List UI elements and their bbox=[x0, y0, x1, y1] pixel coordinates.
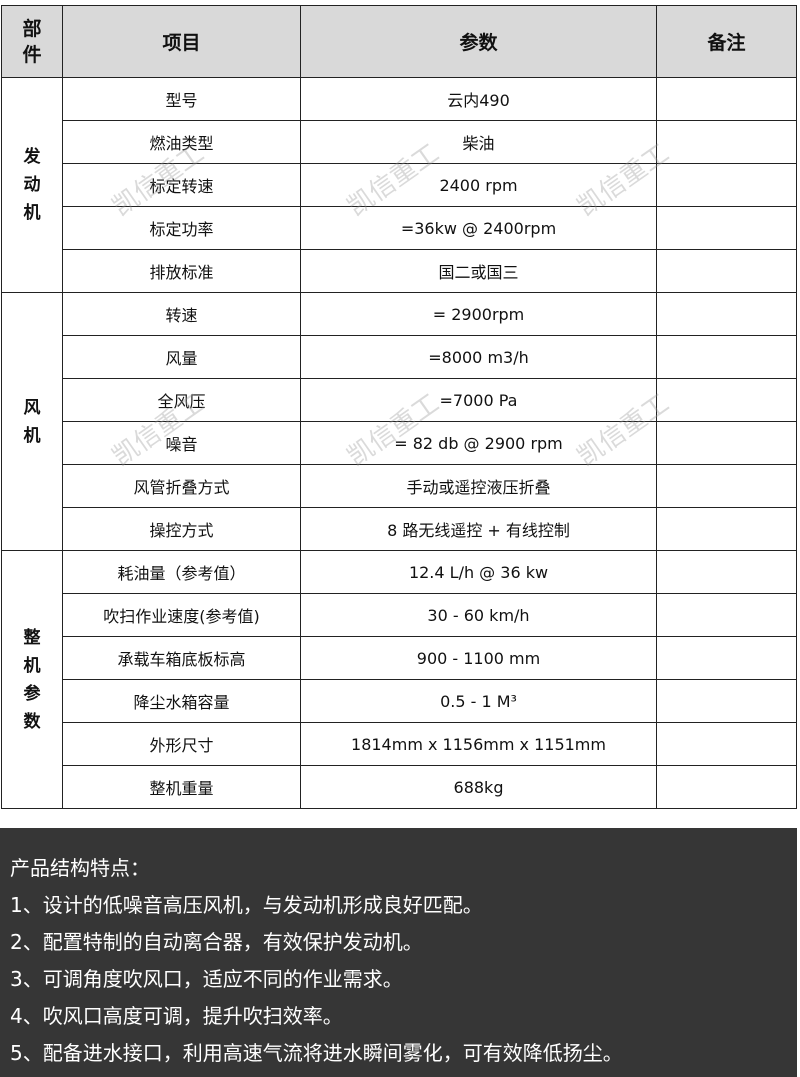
cell-param: 688kg bbox=[300, 765, 657, 809]
cell-note bbox=[656, 335, 797, 379]
cell-item: 噪音 bbox=[62, 421, 301, 465]
cell-note bbox=[656, 249, 797, 293]
group-label: 风机 bbox=[23, 397, 41, 446]
feature-item: 2、配置特制的自动离合器，有效保护发动机。 bbox=[10, 930, 423, 954]
cell-param: 1814mm x 1156mm x 1151mm bbox=[300, 722, 657, 766]
cell-param: 柴油 bbox=[300, 120, 657, 164]
cell-param: = 82 db @ 2900 rpm bbox=[300, 421, 657, 465]
cell-item: 耗油量（参考值） bbox=[62, 550, 301, 594]
cell-item: 降尘水箱容量 bbox=[62, 679, 301, 723]
cell-note bbox=[656, 292, 797, 336]
table-row: 整机参数 耗油量（参考值） 12.4 L/h @ 36 kw bbox=[1, 550, 797, 809]
cell-note bbox=[656, 120, 797, 164]
table-row: 风管折叠方式 手动或遥控液压折叠 bbox=[2, 464, 797, 508]
table-row: 承载车箱底板标高 900 - 1100 mm bbox=[2, 636, 797, 680]
table-row: 外形尺寸 1814mm x 1156mm x 1151mm bbox=[2, 722, 797, 766]
cell-item: 整机重量 bbox=[62, 765, 301, 809]
group-label: 整机参数 bbox=[23, 627, 41, 732]
table-row: 标定转速 2400 rpm bbox=[2, 163, 797, 207]
group-label: 发动机 bbox=[23, 147, 41, 223]
cell-note bbox=[656, 421, 797, 465]
cell-param: 900 - 1100 mm bbox=[300, 636, 657, 680]
feature-item: 4、吹风口高度可调，提升吹扫效率。 bbox=[10, 1004, 343, 1028]
product-features: 产品结构特点： 1、设计的低噪音高压风机，与发动机形成良好匹配。 2、配置特制的… bbox=[0, 828, 797, 1077]
cell-item: 转速 bbox=[62, 292, 301, 336]
features-title: 产品结构特点： bbox=[10, 856, 150, 880]
group-name: 发动机 bbox=[1, 77, 63, 293]
cell-param: =8000 m3/h bbox=[300, 335, 657, 379]
cell-note bbox=[656, 464, 797, 508]
cell-item: 操控方式 bbox=[62, 507, 301, 551]
table-row: 发动机 型号 云内490 bbox=[1, 77, 797, 293]
cell-param: 云内490 bbox=[300, 77, 657, 121]
cell-note bbox=[656, 636, 797, 680]
group-name: 风机 bbox=[1, 292, 63, 551]
cell-item: 风管折叠方式 bbox=[62, 464, 301, 508]
cell-note bbox=[656, 722, 797, 766]
cell-item: 标定功率 bbox=[62, 206, 301, 250]
header-param: 参数 bbox=[300, 5, 657, 78]
table-row: 风量 =8000 m3/h bbox=[2, 335, 797, 379]
cell-item: 吹扫作业速度(参考值) bbox=[62, 593, 301, 637]
cell-param: 30 - 60 km/h bbox=[300, 593, 657, 637]
spec-table: 部件 项目 参数 备注 发动机 型号 云内490 燃油类型 柴油 标定转速 2400 rpm… bbox=[1, 5, 797, 809]
feature-item: 3、可调角度吹风口，适应不同的作业需求。 bbox=[10, 967, 403, 991]
cell-item: 排放标准 bbox=[62, 249, 301, 293]
cell-item: 标定转速 bbox=[62, 163, 301, 207]
feature-item: 1、设计的低噪音高压风机，与发动机形成良好匹配。 bbox=[10, 893, 483, 917]
cell-param: = 2900rpm bbox=[300, 292, 657, 336]
table-row: 全风压 =7000 Pa bbox=[2, 378, 797, 422]
table-row: 排放标准 国二或国三 bbox=[2, 249, 797, 293]
cell-item: 全风压 bbox=[62, 378, 301, 422]
feature-item: 5、配备进水接口，利用高速气流将进水瞬间雾化，可有效降低扬尘。 bbox=[10, 1041, 623, 1065]
cell-param: 12.4 L/h @ 36 kw bbox=[300, 550, 657, 594]
table-row: 燃油类型 柴油 bbox=[2, 120, 797, 164]
cell-note bbox=[656, 206, 797, 250]
cell-note bbox=[656, 550, 797, 594]
header-note: 备注 bbox=[656, 5, 797, 78]
cell-item: 燃油类型 bbox=[62, 120, 301, 164]
group-name: 整机参数 bbox=[1, 550, 63, 809]
table-row: 降尘水箱容量 0.5 - 1 M³ bbox=[2, 679, 797, 723]
cell-note bbox=[656, 163, 797, 207]
cell-item: 风量 bbox=[62, 335, 301, 379]
table-header-row: 部件 项目 参数 备注 bbox=[1, 5, 797, 78]
table-row: 吹扫作业速度(参考值) 30 - 60 km/h bbox=[2, 593, 797, 637]
cell-param: 国二或国三 bbox=[300, 249, 657, 293]
header-part: 部件 bbox=[1, 5, 63, 78]
cell-item: 承载车箱底板标高 bbox=[62, 636, 301, 680]
cell-note bbox=[656, 765, 797, 809]
table-row: 噪音 = 82 db @ 2900 rpm bbox=[2, 421, 797, 465]
table-row: 操控方式 8 路无线遥控 + 有线控制 bbox=[2, 507, 797, 551]
cell-param: 手动或遥控液压折叠 bbox=[300, 464, 657, 508]
cell-note bbox=[656, 679, 797, 723]
cell-param: 2400 rpm bbox=[300, 163, 657, 207]
cell-note bbox=[656, 77, 797, 121]
table-row: 风机 转速 = 2900rpm bbox=[1, 292, 797, 551]
cell-item: 型号 bbox=[62, 77, 301, 121]
table-row: 标定功率 =36kw @ 2400rpm bbox=[2, 206, 797, 250]
cell-param: 8 路无线遥控 + 有线控制 bbox=[300, 507, 657, 551]
header-item: 项目 bbox=[62, 5, 301, 78]
cell-note bbox=[656, 593, 797, 637]
cell-note bbox=[656, 378, 797, 422]
cell-param: 0.5 - 1 M³ bbox=[300, 679, 657, 723]
table-row: 整机重量 688kg bbox=[2, 765, 797, 809]
cell-param: =36kw @ 2400rpm bbox=[300, 206, 657, 250]
cell-param: =7000 Pa bbox=[300, 378, 657, 422]
cell-item: 外形尺寸 bbox=[62, 722, 301, 766]
cell-note bbox=[656, 507, 797, 551]
